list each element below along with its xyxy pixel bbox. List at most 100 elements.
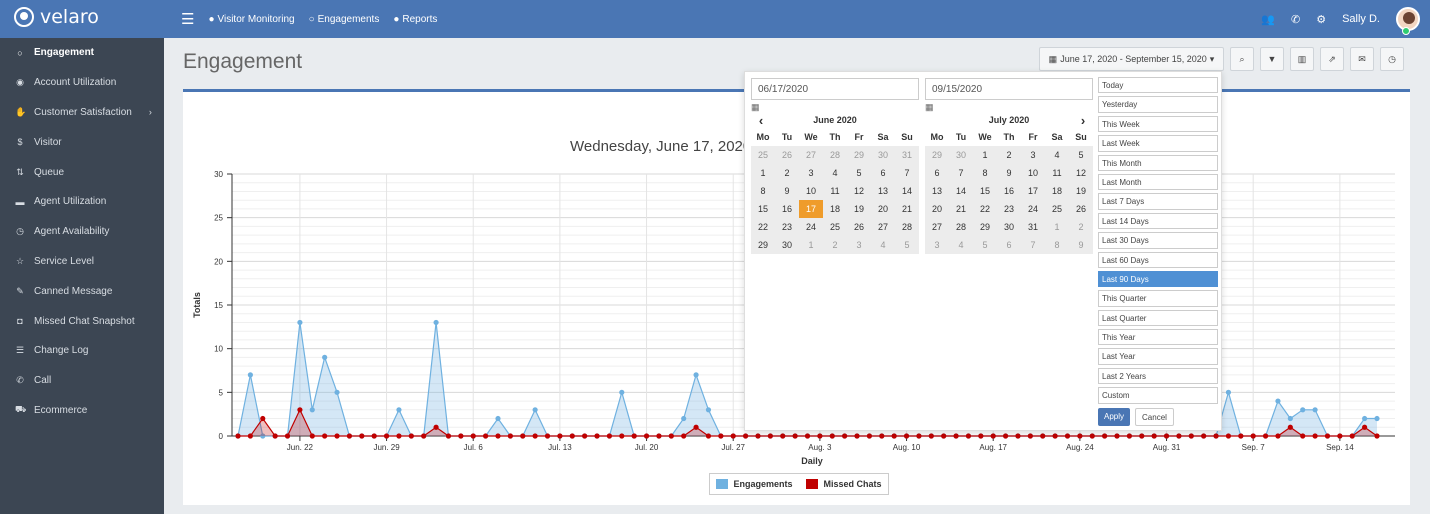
data-point[interactable] bbox=[1089, 433, 1095, 439]
avatar[interactable] bbox=[1396, 7, 1420, 31]
data-point[interactable] bbox=[1250, 433, 1256, 439]
range-option[interactable]: This Month bbox=[1098, 154, 1218, 171]
calendar-day[interactable]: 18 bbox=[1045, 182, 1069, 200]
calendar-day[interactable]: 22 bbox=[973, 200, 997, 218]
calendar-day[interactable]: 9 bbox=[1069, 236, 1093, 254]
data-point[interactable] bbox=[730, 433, 736, 439]
range-option[interactable]: Last Year bbox=[1098, 348, 1218, 365]
calendar-day[interactable]: 15 bbox=[973, 182, 997, 200]
data-point[interactable] bbox=[297, 319, 303, 326]
calendar-day[interactable]: 8 bbox=[973, 164, 997, 182]
calendar-day[interactable]: 8 bbox=[751, 182, 775, 200]
calendar-day[interactable]: 29 bbox=[973, 218, 997, 236]
data-point[interactable] bbox=[965, 433, 972, 439]
email-button[interactable]: ✉ bbox=[1350, 47, 1374, 71]
data-point[interactable] bbox=[445, 433, 452, 439]
data-point[interactable] bbox=[1262, 433, 1269, 439]
data-point[interactable] bbox=[421, 433, 427, 439]
data-point[interactable] bbox=[557, 433, 563, 439]
data-point[interactable] bbox=[643, 433, 650, 439]
range-option[interactable]: Custom bbox=[1098, 387, 1218, 404]
data-point[interactable] bbox=[520, 433, 526, 439]
nav-reports[interactable]: ● Reports bbox=[393, 14, 437, 25]
data-point[interactable] bbox=[829, 433, 835, 439]
calendar-day[interactable]: 3 bbox=[799, 164, 823, 182]
data-point[interactable] bbox=[322, 433, 328, 439]
legend-engagements[interactable]: Engagements bbox=[716, 479, 792, 489]
data-point[interactable] bbox=[693, 424, 699, 430]
data-point[interactable] bbox=[656, 433, 662, 439]
data-point[interactable] bbox=[619, 389, 625, 395]
data-point[interactable] bbox=[990, 433, 996, 439]
calendar-day[interactable]: 6 bbox=[871, 164, 895, 182]
calendar-day[interactable]: 3 bbox=[1021, 146, 1045, 164]
data-point[interactable] bbox=[1287, 424, 1293, 430]
data-point[interactable] bbox=[941, 433, 947, 439]
chart-type-button[interactable]: ▥ bbox=[1290, 47, 1314, 71]
data-point[interactable] bbox=[619, 433, 625, 439]
calendar-day[interactable]: 1 bbox=[799, 236, 823, 254]
calendar-day[interactable]: 22 bbox=[751, 218, 775, 236]
next-month-icon[interactable]: › bbox=[1080, 112, 1086, 128]
range-option[interactable]: This Quarter bbox=[1098, 290, 1218, 307]
data-point[interactable] bbox=[1312, 433, 1318, 439]
data-point[interactable] bbox=[532, 407, 538, 413]
range-option[interactable]: This Week bbox=[1098, 115, 1218, 133]
calendar-day[interactable]: 6 bbox=[925, 164, 949, 182]
data-point[interactable] bbox=[842, 433, 848, 439]
calendar-day[interactable]: 31 bbox=[895, 146, 919, 164]
calendar-day[interactable]: 5 bbox=[847, 164, 871, 182]
data-point[interactable] bbox=[1337, 433, 1343, 439]
calendar-day[interactable]: 27 bbox=[799, 146, 823, 164]
velaro-logo[interactable]: velaro bbox=[14, 6, 99, 28]
calendar-day[interactable]: 9 bbox=[775, 182, 799, 200]
data-point[interactable] bbox=[272, 433, 278, 439]
calendar-day[interactable]: 26 bbox=[1069, 200, 1093, 218]
data-point[interactable] bbox=[544, 433, 551, 439]
data-point[interactable] bbox=[804, 433, 811, 439]
calendar-day[interactable]: 24 bbox=[1021, 200, 1045, 218]
data-point[interactable] bbox=[334, 433, 340, 439]
sidebar-item-customer-satisfaction[interactable]: ✋ Customer Satisfaction › bbox=[0, 98, 164, 128]
calendar-day[interactable]: 25 bbox=[823, 218, 847, 236]
calendar-day[interactable]: 11 bbox=[823, 182, 847, 200]
range-option[interactable]: Yesterday bbox=[1098, 96, 1218, 113]
data-point[interactable] bbox=[1238, 433, 1244, 439]
calendar-day[interactable]: 19 bbox=[847, 200, 871, 218]
calendar-day[interactable]: 27 bbox=[925, 218, 949, 236]
range-option[interactable]: This Year bbox=[1098, 329, 1218, 346]
calendar-day[interactable]: 21 bbox=[895, 200, 919, 218]
calendar-day[interactable]: 27 bbox=[871, 218, 895, 236]
data-point[interactable] bbox=[1188, 433, 1194, 439]
data-point[interactable] bbox=[284, 433, 291, 439]
data-point[interactable] bbox=[309, 407, 315, 413]
data-point[interactable] bbox=[780, 433, 786, 439]
range-option[interactable]: Last 90 Days bbox=[1098, 270, 1218, 288]
calendar-day[interactable]: 21 bbox=[949, 200, 973, 218]
data-point[interactable] bbox=[1040, 433, 1046, 439]
data-point[interactable] bbox=[1213, 433, 1219, 439]
calendar-day[interactable]: 1 bbox=[973, 146, 997, 164]
data-point[interactable] bbox=[1374, 415, 1380, 422]
calendar-day[interactable]: 3 bbox=[925, 236, 949, 254]
data-point[interactable] bbox=[891, 433, 897, 439]
data-point[interactable] bbox=[309, 433, 315, 439]
calendar-day[interactable]: 29 bbox=[847, 146, 871, 164]
data-point[interactable] bbox=[879, 433, 885, 439]
data-point[interactable] bbox=[1300, 407, 1306, 413]
data-point[interactable] bbox=[396, 433, 402, 439]
calendar-day[interactable]: 19 bbox=[1069, 182, 1093, 200]
sidebar-item-agent-availability[interactable]: ◷ Agent Availability bbox=[0, 217, 164, 247]
data-point[interactable] bbox=[817, 433, 823, 439]
calendar-day[interactable]: 2 bbox=[997, 146, 1021, 164]
data-point[interactable] bbox=[1176, 433, 1182, 439]
calendar-day[interactable]: 9 bbox=[997, 164, 1021, 182]
nav-engagements[interactable]: ○ Engagements bbox=[309, 14, 380, 25]
sidebar-item-ecommerce[interactable]: ⛟ Ecommerce bbox=[0, 396, 164, 426]
data-point[interactable] bbox=[1126, 433, 1132, 439]
range-option[interactable]: Last 30 Days bbox=[1098, 232, 1218, 249]
export-button[interactable]: ⇗ bbox=[1320, 47, 1344, 71]
data-point[interactable] bbox=[532, 433, 538, 439]
data-point[interactable] bbox=[433, 319, 439, 326]
data-point[interactable] bbox=[495, 433, 501, 439]
